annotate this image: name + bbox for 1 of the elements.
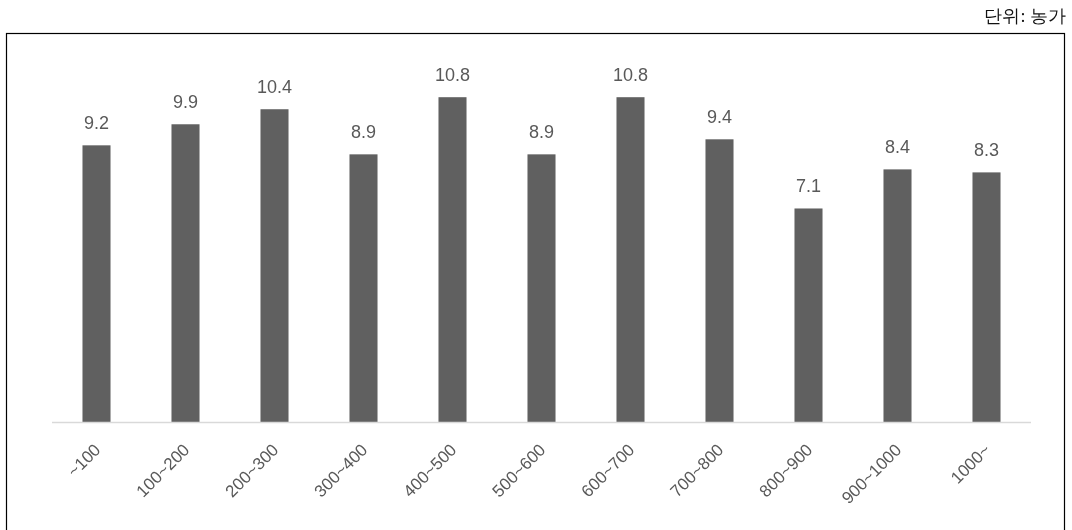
annotation: 단위: 농가 bbox=[984, 6, 1066, 26]
